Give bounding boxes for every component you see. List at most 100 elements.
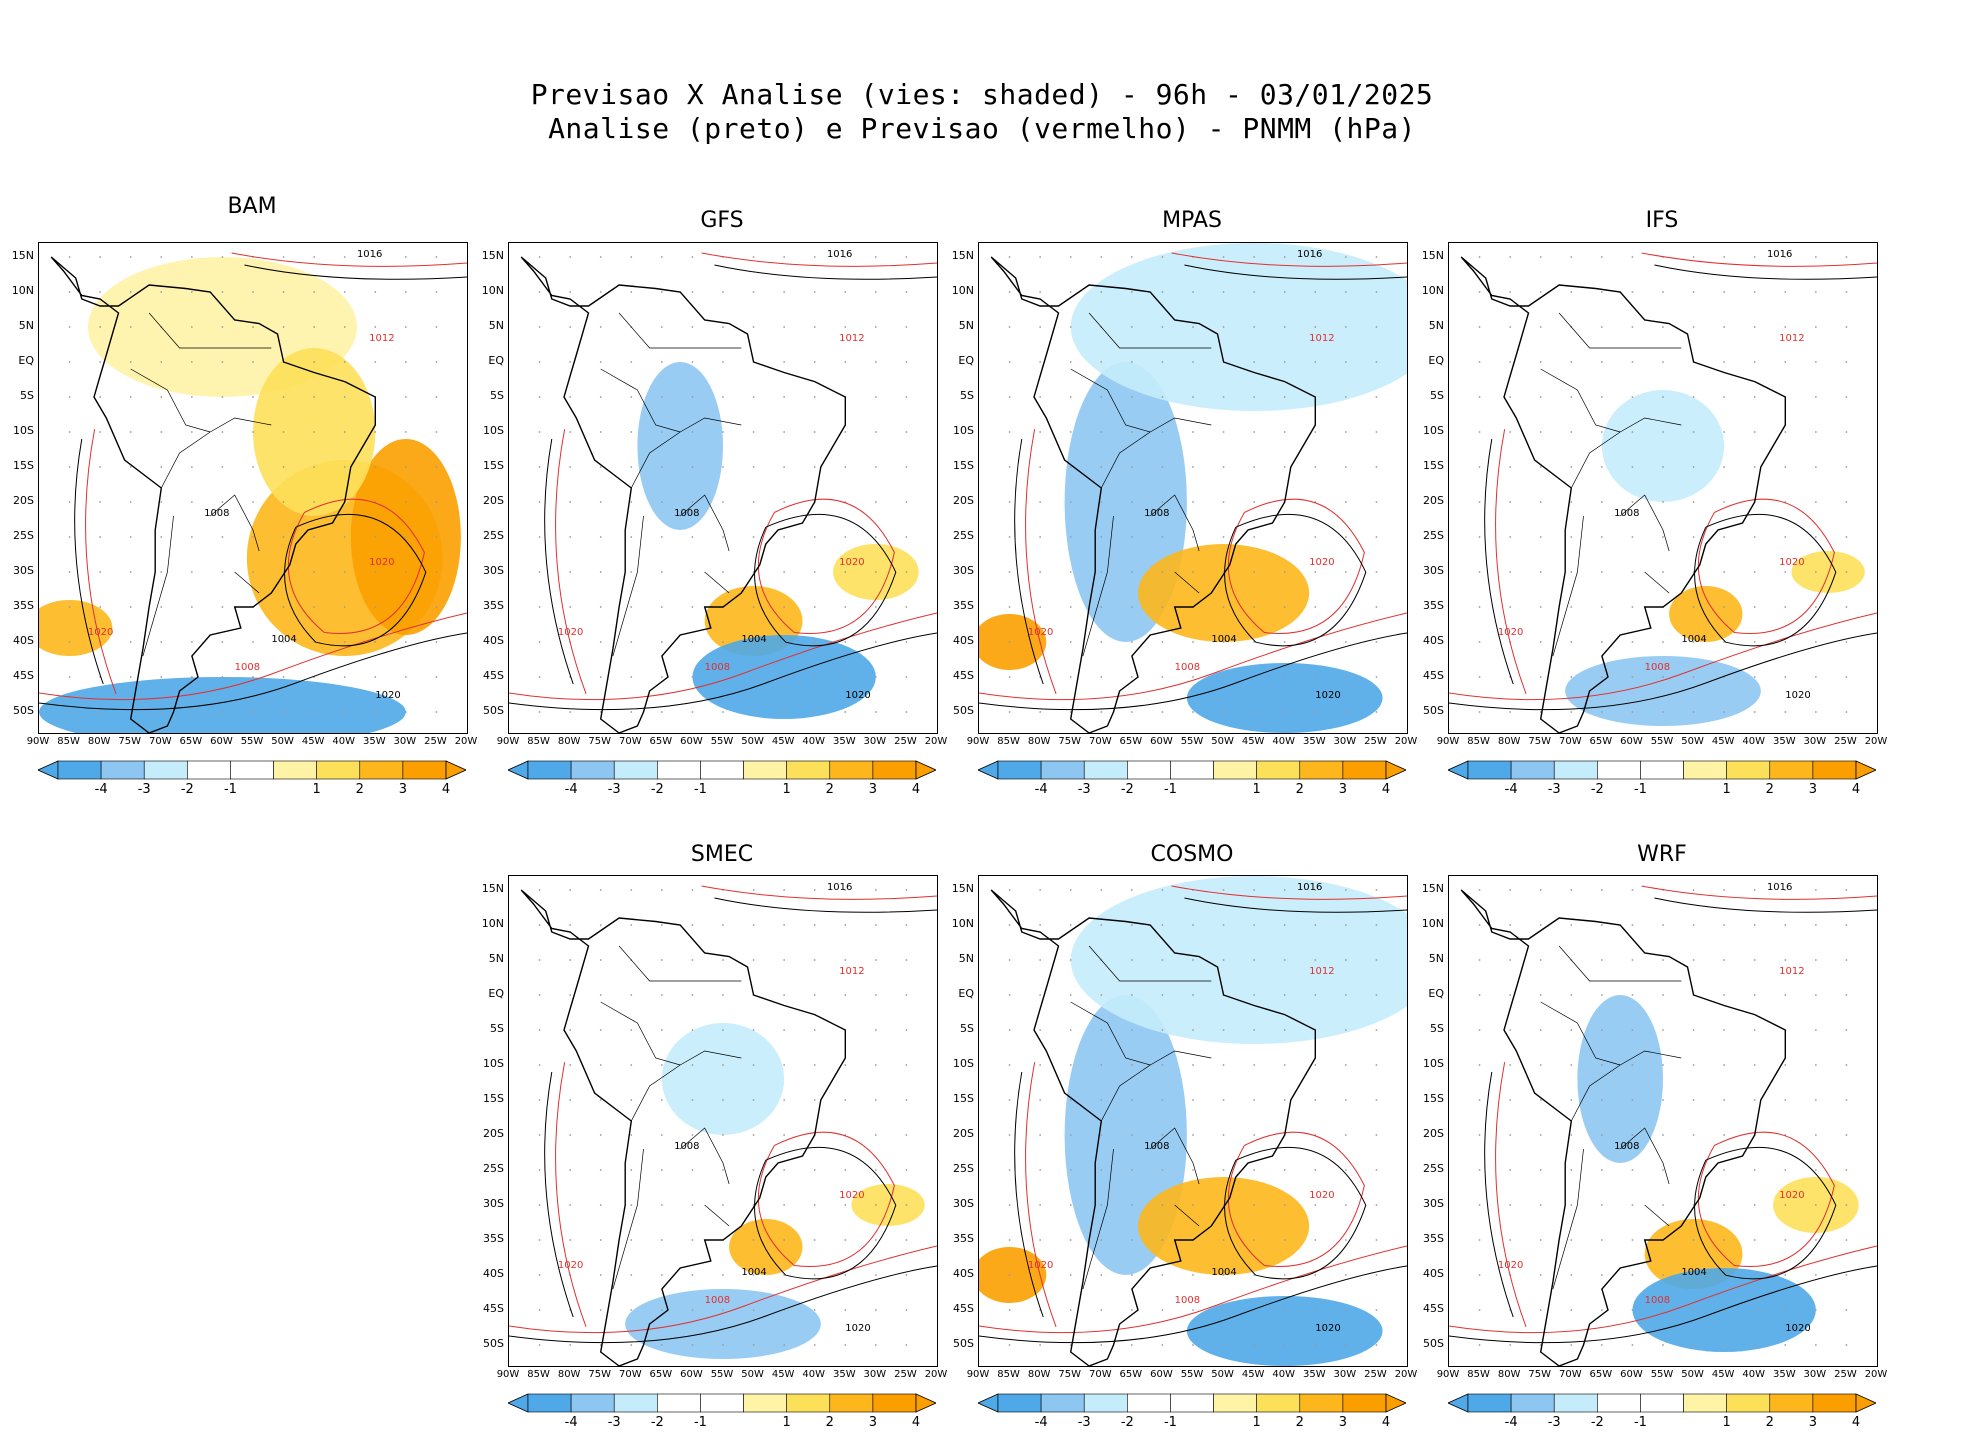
colorbar-label: -2 — [1590, 782, 1604, 797]
lat-tick-label: 15N — [481, 249, 504, 262]
colorbar — [507, 1393, 937, 1413]
colorbar — [977, 1393, 1407, 1413]
bias-shading — [39, 677, 406, 733]
country-border — [600, 368, 681, 433]
colorbar-label: -2 — [1120, 782, 1134, 797]
isobar — [1654, 264, 1877, 280]
lon-tick-label: 80W — [1027, 1369, 1051, 1380]
lat-tick-label: 15S — [953, 1092, 974, 1105]
lat-tick-label: 25S — [1423, 529, 1444, 542]
lat-tick-label: 15S — [1423, 459, 1444, 472]
lat-tick-label: 35S — [13, 599, 34, 612]
colorbar-label: 4 — [1381, 1415, 1391, 1430]
bias-shading — [1791, 551, 1865, 593]
lat-tick-label: 30S — [1423, 564, 1444, 577]
lat-tick-label: 15N — [951, 249, 974, 262]
lon-tick-label: 85W — [527, 736, 550, 747]
lat-tick-label: 45S — [1423, 669, 1444, 682]
lon-tick-label: 70W — [1088, 736, 1112, 747]
lon-tick-label: 45W — [1711, 1369, 1735, 1380]
colorbar-label: 3 — [398, 782, 408, 797]
lat-tick-label: 5S — [1430, 1022, 1444, 1035]
lon-tick-label: 60W — [1620, 736, 1643, 747]
colorbar-label: 3 — [1338, 1415, 1348, 1430]
isobar — [714, 264, 937, 280]
lat-tick-label: 15S — [483, 459, 504, 472]
country-border — [209, 494, 260, 552]
colorbar — [507, 760, 937, 780]
colorbar-label: -3 — [1547, 1415, 1561, 1430]
isobar-label: 1012 — [1309, 966, 1334, 977]
colorbar-label: -2 — [650, 1415, 664, 1430]
lat-tick-label: 35S — [483, 1232, 504, 1245]
bias-shading — [1186, 663, 1383, 733]
panel-title-mpas: MPAS — [1162, 208, 1222, 233]
lat-tick-label: 15S — [13, 459, 34, 472]
colorbar — [37, 760, 467, 780]
lon-tick-label: 50W — [1681, 1369, 1704, 1380]
isobar-label: 1016 — [357, 249, 382, 260]
lon-tick-label: 50W — [1211, 736, 1234, 747]
isobar — [555, 429, 587, 694]
lat-tick-label: 35S — [1423, 599, 1444, 612]
lat-tick-label: 5N — [18, 319, 34, 332]
isobar-label: 1004 — [741, 634, 766, 645]
lat-tick-label: 30S — [953, 564, 974, 577]
lat-tick-label: 15N — [11, 249, 34, 262]
bias-shading — [637, 362, 723, 530]
lat-tick-label: EQ — [958, 987, 974, 1000]
bias-shading — [625, 1289, 821, 1359]
isobar-label: 1020 — [845, 690, 870, 701]
country-border — [630, 417, 742, 489]
country-border — [1552, 515, 1584, 657]
bias-shading — [1601, 390, 1725, 502]
lon-tick-label: 40W — [332, 736, 356, 747]
lat-tick-label: 20S — [953, 1127, 974, 1140]
colorbar-label: -4 — [94, 782, 108, 797]
lon-tick-label: 20W — [1864, 736, 1888, 747]
isobar-label: 1020 — [845, 1323, 870, 1334]
lat-tick-label: 15N — [951, 882, 974, 895]
country-border — [612, 515, 644, 657]
colorbar-label: 2 — [355, 782, 364, 797]
isobar — [714, 897, 937, 913]
bias-shading — [1137, 1177, 1310, 1275]
lon-tick-label: 35W — [832, 736, 856, 747]
country-border — [704, 571, 730, 594]
lon-tick-label: 60W — [680, 1369, 703, 1380]
isobar-label: 1004 — [741, 1267, 766, 1278]
lat-tick-label: 10S — [483, 424, 504, 437]
colorbar-gfs — [507, 760, 937, 786]
isobar-label: 1004 — [271, 634, 296, 645]
lon-tick-label: 25W — [1364, 1369, 1387, 1380]
isobar-label: 1020 — [1309, 1190, 1334, 1201]
lon-tick-label: 70W — [1558, 1369, 1582, 1380]
lat-tick-label: 20S — [483, 494, 504, 507]
lon-tick-label: 90W — [1436, 736, 1460, 747]
colorbar-label: 2 — [1295, 1415, 1304, 1430]
lon-tick-label: 75W — [588, 736, 612, 747]
isobar — [1641, 885, 1877, 900]
colorbar-label: -3 — [1547, 782, 1561, 797]
lon-tick-label: 85W — [997, 1369, 1020, 1380]
lat-tick-label: 50S — [953, 1337, 974, 1350]
lon-tick-label: 40W — [1272, 736, 1296, 747]
panel-title-ifs: IFS — [1645, 208, 1679, 233]
lat-tick-label: 25S — [483, 529, 504, 542]
map-panel-gfs: 1016 1012 1004 1008 1020 1020 1008 1020 — [508, 242, 938, 734]
map-panel-mpas: 1016 1012 1004 1008 1020 1020 1008 1020 — [978, 242, 1408, 734]
lon-tick-label: 90W — [966, 1369, 990, 1380]
colorbar-label: 3 — [1808, 1415, 1818, 1430]
country-border — [1082, 515, 1114, 657]
isobar — [509, 1265, 937, 1344]
lat-tick-label: 30S — [13, 564, 34, 577]
coastline — [1460, 256, 1786, 733]
lat-tick-label: 5N — [958, 952, 974, 965]
colorbar-smec — [507, 1393, 937, 1419]
colorbar — [977, 760, 1407, 780]
lon-tick-label: 80W — [1497, 1369, 1521, 1380]
coastline — [990, 889, 1316, 1366]
lat-tick-label: 45S — [13, 669, 34, 682]
country-border — [1540, 1001, 1621, 1066]
isobar — [287, 498, 425, 634]
